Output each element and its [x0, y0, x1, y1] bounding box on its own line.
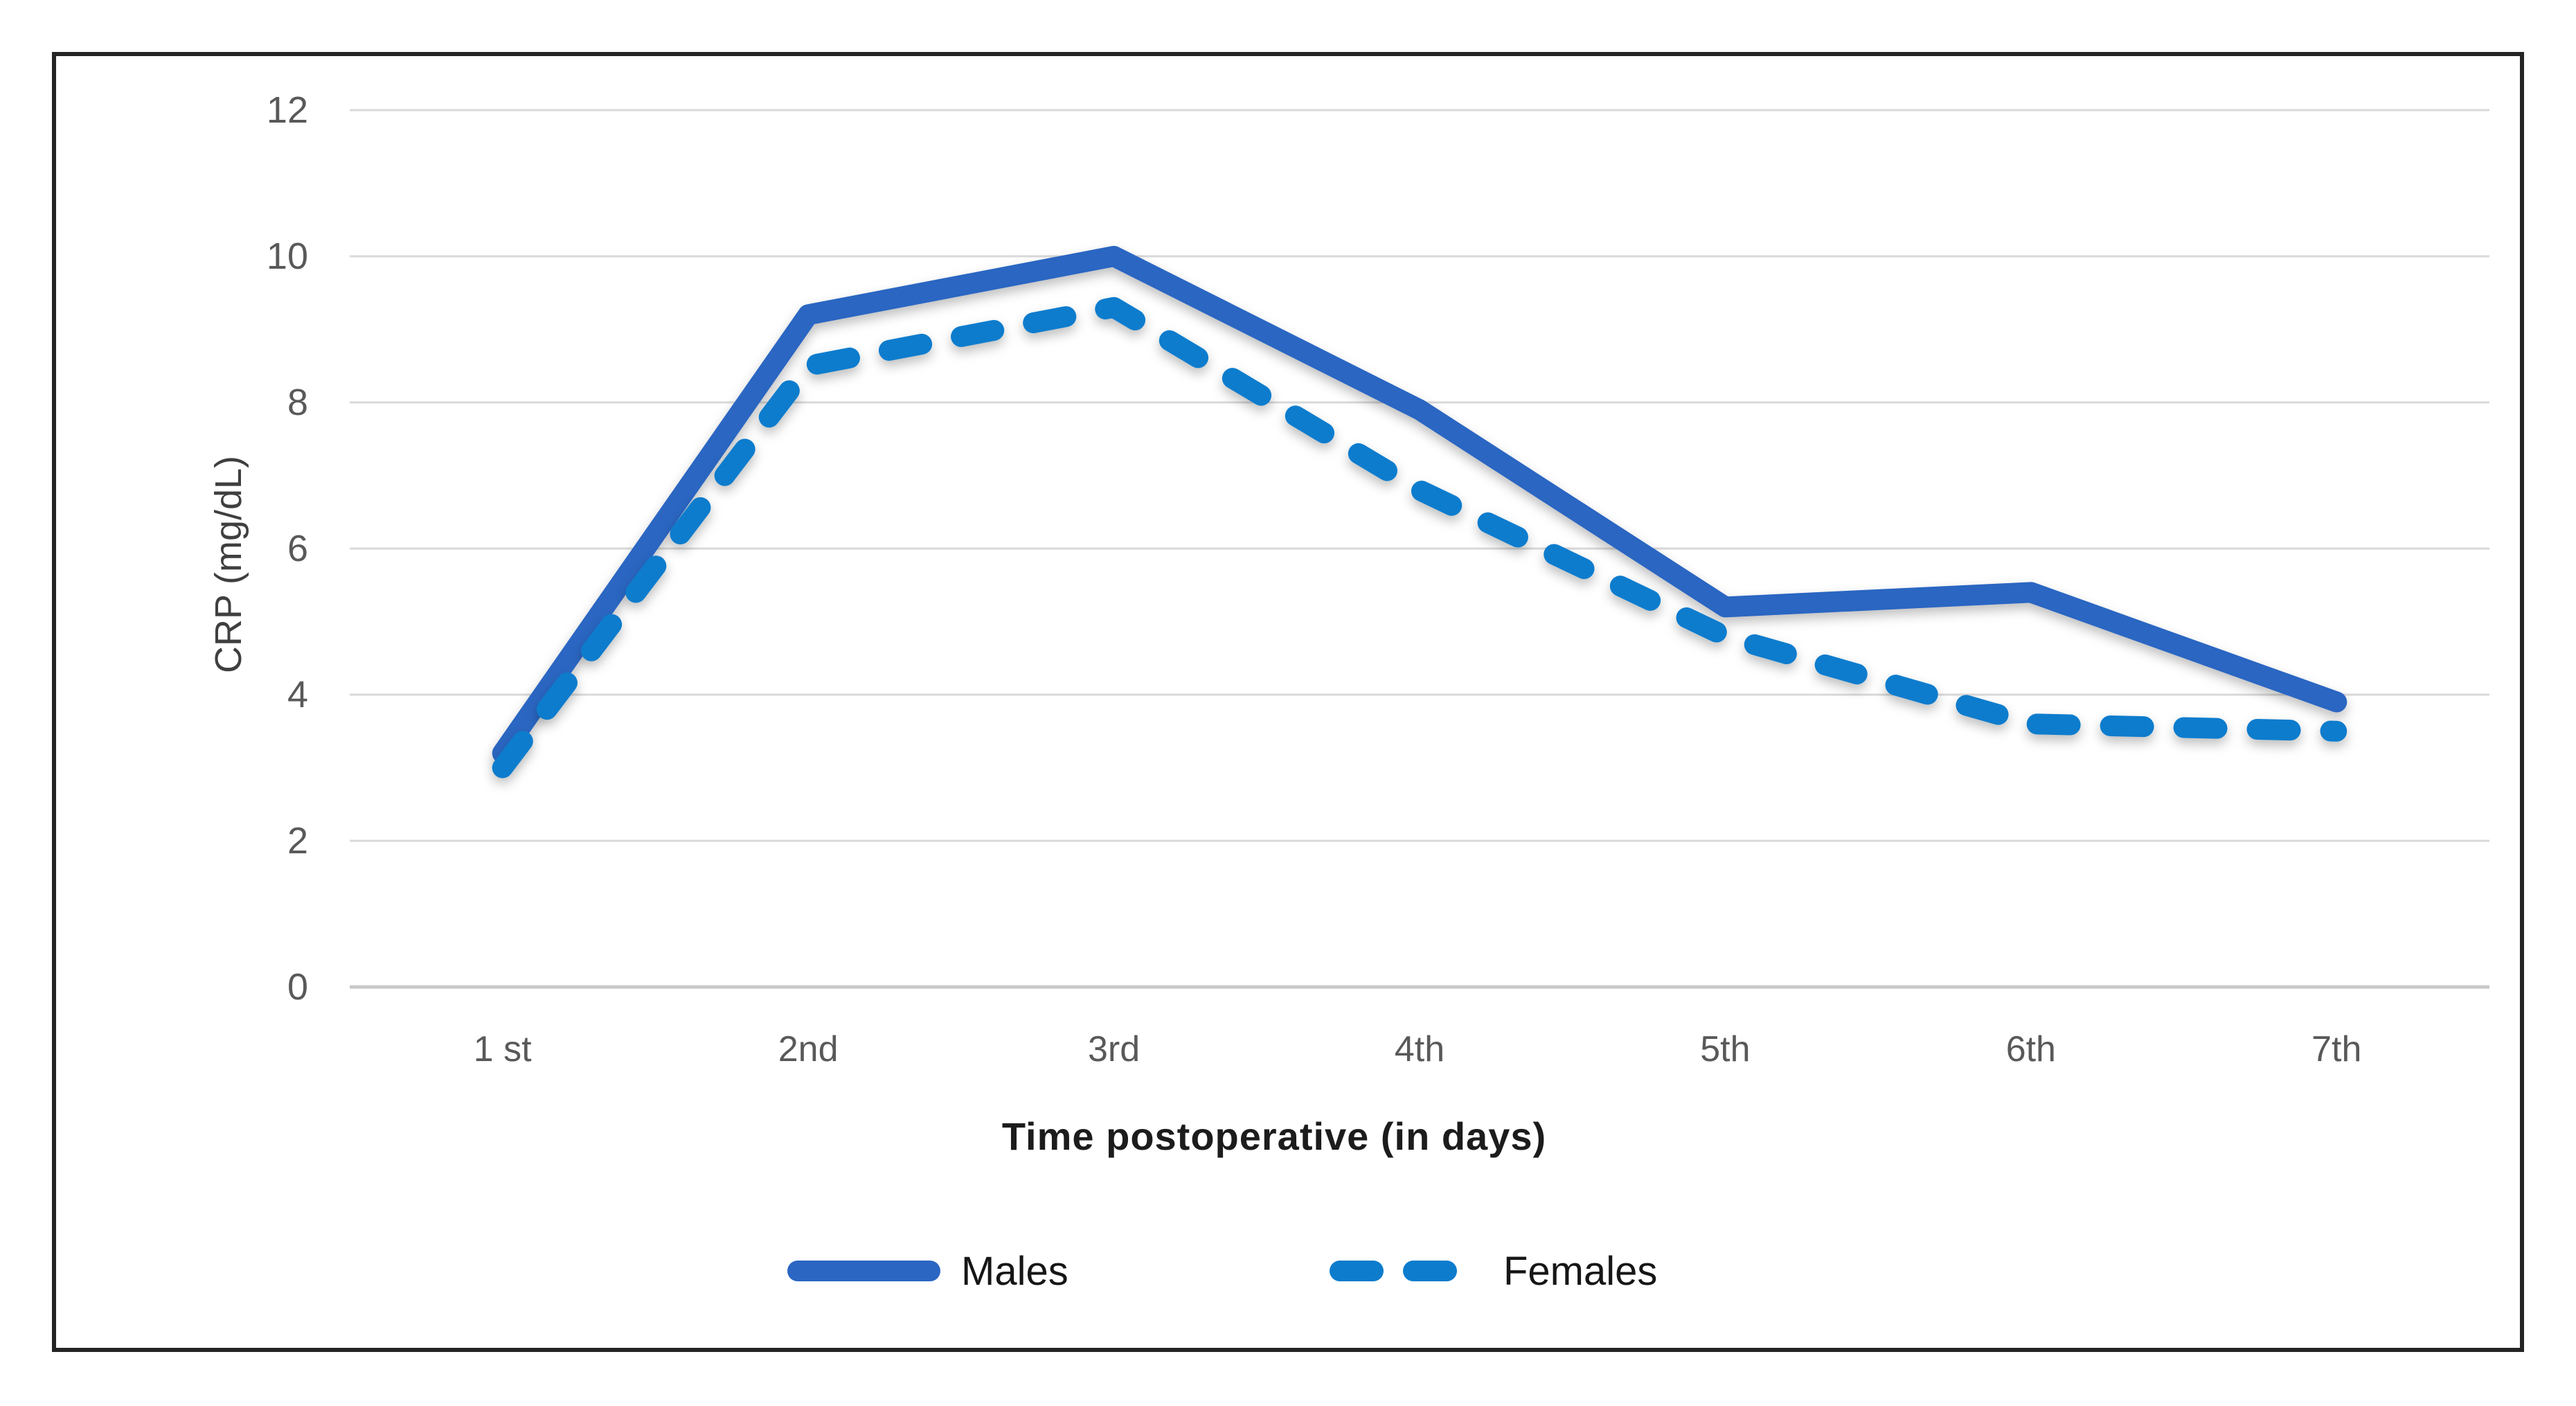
y-tick-label-6: 6: [287, 528, 308, 569]
legend: Males Females: [0, 1240, 2576, 1302]
series-line-males: [492, 246, 2347, 764]
y-axis-title-text: CRP (mg/dL): [208, 455, 249, 674]
x-tick-label-7: 7th: [2311, 1029, 2362, 1069]
males-line-swatch: [787, 1261, 940, 1281]
legend-item-males: Males: [786, 1240, 1068, 1302]
figure-border: [52, 52, 2524, 1352]
legend-label-females: Females: [1503, 1248, 1658, 1294]
series-line-females: [492, 296, 2347, 778]
series-lines: [492, 246, 2347, 778]
females-line-swatch: [1330, 1261, 1483, 1281]
x-tick-label-2: 2nd: [778, 1029, 839, 1069]
x-tick-label-5: 5th: [1700, 1029, 1751, 1069]
gridlines: [350, 109, 2489, 989]
x-tick-label-4: 4th: [1394, 1029, 1445, 1069]
y-tick-label-12: 12: [266, 89, 308, 131]
x-tick-label-3: 3rd: [1087, 1029, 1141, 1069]
y-tick-label-8: 8: [287, 382, 308, 423]
y-tick-label-4: 4: [287, 674, 308, 715]
x-tick-label-6: 6th: [2005, 1029, 2056, 1069]
legend-label-males: Males: [961, 1248, 1068, 1294]
x-tick-label-1: 1 st: [473, 1029, 532, 1069]
y-tick-label-0: 0: [287, 966, 308, 1008]
y-tick-label-2: 2: [287, 820, 308, 862]
x-axis-title: Time postoperative (in days): [1001, 1114, 1547, 1158]
y-tick-label-10: 10: [266, 235, 308, 277]
legend-item-females: Females: [1328, 1240, 1657, 1302]
